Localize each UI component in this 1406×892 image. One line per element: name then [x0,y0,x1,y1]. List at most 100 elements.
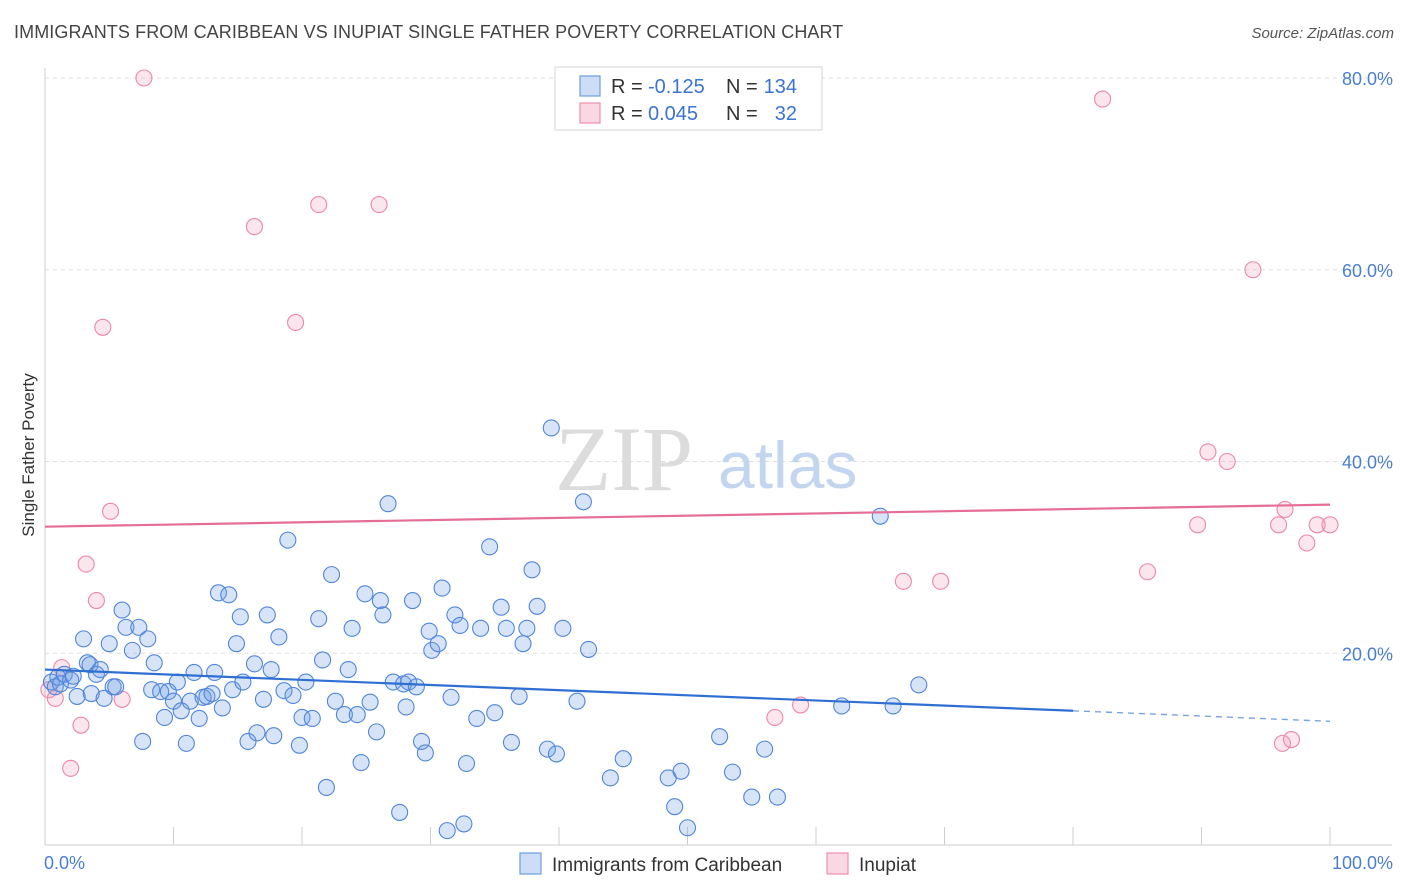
data-point [209,584,228,602]
x-tick-label: 100.0% [1332,853,1393,873]
data-point [117,618,135,636]
data-point [123,641,141,659]
data-point [1199,443,1217,461]
data-point [538,740,556,758]
trend-line-extension [1072,710,1331,723]
data-point [711,728,729,746]
data-point [220,586,238,604]
tick-labels: 20.0% 40.0% 60.0% 80.0% 0.0% 100.0% [44,69,1393,873]
data-point [1218,452,1236,471]
legend-swatch [579,102,601,124]
data-point [455,815,473,833]
data-point [254,690,273,708]
legend-swatch [826,852,849,875]
legend-series-name: Immigrants from Caribbean [552,855,782,876]
data-point [442,688,460,706]
data-point [502,733,521,751]
legend-r-value: -0.125 [648,76,705,98]
trend-line [44,668,1074,712]
data-point [433,579,451,597]
data-point [518,619,536,637]
data-point [457,754,476,773]
y-tick-label: 60.0% [1342,261,1393,281]
legend-n-value: 32 [775,103,797,125]
data-point [446,606,464,624]
data-point [1094,90,1112,108]
data-point [407,678,425,696]
data-point [601,769,619,787]
data-point [81,656,99,674]
data-point [231,608,249,626]
data-point [678,819,697,837]
data-point [75,630,93,648]
data-point [554,619,572,637]
data-point [497,619,515,637]
data-point [239,732,257,751]
data-point [894,572,912,590]
data-point [403,591,422,610]
data-point [198,687,216,705]
data-point [580,640,598,658]
data-point [177,734,195,752]
data-point [95,689,113,707]
data-point [130,618,148,636]
data-point [113,601,131,619]
legend-r-label: R = [611,76,643,98]
data-point [451,616,469,634]
data-point [155,708,174,727]
data-point [766,708,784,727]
data-point [370,196,388,214]
y-axis-label: Single Father Poverty [19,373,38,537]
data-point [91,660,109,679]
data-point [265,727,283,745]
watermark-zip: ZIP [555,408,693,510]
data-point [275,682,293,700]
data-point [542,419,560,437]
data-point [72,716,90,734]
x-tick-label: 0.0% [44,853,85,873]
data-point [672,762,690,780]
data-point [317,778,335,797]
y-tick-label: 40.0% [1342,453,1393,473]
data-point [614,750,632,768]
data-point [492,598,510,616]
legend-r-label: R = [611,103,643,125]
legend-n-label: N = [726,76,758,98]
data-point [297,673,315,691]
data-point [367,723,386,741]
data-point [547,745,565,763]
data-point [287,313,305,332]
legend-swatch [519,852,542,875]
trend-lines [44,503,1331,723]
data-point [310,196,328,214]
data-point [416,744,434,762]
data-point [723,763,742,781]
data-point [871,507,889,525]
grid-lines [45,77,1392,654]
axes [44,68,1392,846]
data-point [371,591,389,610]
data-point [481,538,499,556]
data-point [423,641,441,659]
data-point [420,622,438,640]
data-point [1270,516,1288,534]
data-point [245,218,264,236]
data-point [314,651,332,669]
data-point [310,610,328,628]
data-point [374,606,392,624]
data-point [206,663,224,681]
data-point [768,788,787,806]
y-tick-label: 20.0% [1342,644,1393,664]
data-point [472,619,490,637]
data-point [227,635,246,653]
data-point [361,693,379,711]
data-point [270,628,288,646]
legend-n-label: N = [726,103,758,125]
data-point [323,566,341,584]
data-point [258,606,276,624]
legend-swatch [579,75,601,97]
watermark: ZIP atlas [555,408,857,510]
data-point [510,687,528,705]
y-tick-label: 80.0% [1342,69,1393,89]
data-point [379,495,397,513]
